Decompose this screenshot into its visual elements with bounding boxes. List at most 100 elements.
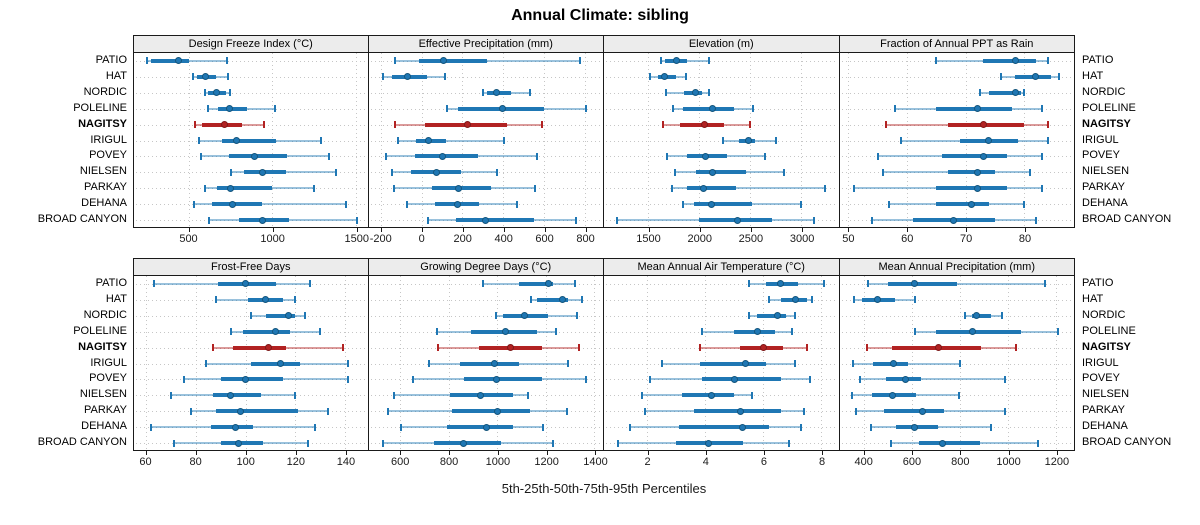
whisker-cap-high <box>314 423 317 431</box>
grid-vline <box>699 53 701 227</box>
median-dot <box>439 152 447 160</box>
median-dot <box>918 407 926 415</box>
iqr-bar <box>211 425 254 430</box>
site-label: PATIO <box>1082 276 1114 289</box>
whisker-cap-low <box>436 344 439 352</box>
axis-tick <box>960 451 962 455</box>
row-guide <box>370 283 601 285</box>
iqr-bar <box>936 186 1007 191</box>
whisker-cap-high <box>334 168 337 176</box>
whisker-cap-low <box>481 89 484 97</box>
panel: Design Freeze Index (°C) 500 1000 1500 <box>133 35 369 252</box>
whisker-cap-high <box>228 89 231 97</box>
median-dot <box>264 344 272 352</box>
whisker-cap-low <box>394 121 396 129</box>
whisker-cap-high <box>528 89 531 97</box>
median-dot <box>967 200 975 208</box>
whisker-cap-low <box>662 121 665 129</box>
axis-tick-label: 600 <box>535 233 554 245</box>
whisker-cap-high <box>263 121 266 129</box>
axis-tick <box>750 228 752 232</box>
site-label: IRIGUL <box>90 133 127 146</box>
site-label: PARKAY <box>1082 404 1125 417</box>
whisker-cap-high <box>794 312 797 320</box>
whisker-cap-low <box>876 152 879 160</box>
median-dot <box>739 423 747 431</box>
row-guide <box>370 76 601 78</box>
whisker-cap-high <box>503 137 506 144</box>
whisker-cap-low <box>858 375 861 383</box>
axis-tick-label: 600 <box>391 456 410 468</box>
site-label: IRIGUL <box>1082 133 1119 146</box>
grid-vline <box>1024 53 1026 227</box>
plot-area <box>133 53 369 228</box>
whisker-cap-high <box>516 200 519 208</box>
iqr-bar <box>217 186 273 191</box>
whisker-cap-low <box>212 344 215 352</box>
whisker-cap-high <box>1004 375 1007 383</box>
whisker-cap-high <box>328 152 331 160</box>
whisker-cap-high <box>1046 121 1049 129</box>
site-label: POVEY <box>1082 372 1120 385</box>
axis-tick <box>1008 451 1010 455</box>
median-dot <box>520 312 528 320</box>
median-dot <box>228 200 236 208</box>
site-label: DEHANA <box>1082 420 1128 433</box>
plot-area <box>604 53 840 228</box>
site-label: DEHANA <box>1082 197 1128 210</box>
row-guide <box>841 379 1072 381</box>
iqr-bar <box>947 170 995 175</box>
whisker-cap-high <box>802 407 805 415</box>
axis-tick-label: 60 <box>139 456 152 468</box>
axis-tick <box>911 451 913 455</box>
whisker-cap-high <box>1058 73 1061 81</box>
row-guide <box>841 299 1072 301</box>
axis-tick-label: 1000 <box>260 233 285 245</box>
median-dot <box>701 121 709 129</box>
iqr-bar <box>883 409 945 414</box>
site-labels-left: PATIO HAT NORDIC POLELINE NAGITSY IRIGUL POVEY… <box>0 52 127 227</box>
site-label: PARKAY <box>84 404 127 417</box>
whisker-cap-high <box>791 328 794 336</box>
median-dot <box>1011 57 1019 65</box>
median-dot <box>262 296 270 304</box>
median-dot <box>777 280 785 288</box>
panel-strip: Growing Degree Days (°C) <box>368 258 604 276</box>
whisker-cap-low <box>229 168 232 176</box>
median-dot <box>708 105 716 113</box>
iqr-bar <box>415 154 478 159</box>
median-dot <box>973 312 981 320</box>
whisker-cap-high <box>313 184 316 192</box>
axis-tick-label: 1500 <box>636 233 661 245</box>
axis-tick <box>863 451 865 455</box>
whisker-cap-high <box>554 328 557 336</box>
median-dot <box>258 168 266 176</box>
axis-tick-label: 100 <box>236 456 255 468</box>
whisker-cap-low <box>698 344 701 352</box>
iqr-bar <box>456 218 534 223</box>
median-dot <box>476 391 484 399</box>
whisker-cap-low <box>193 200 196 208</box>
whisker-cap-low <box>384 152 387 160</box>
whisker-cap-low <box>205 360 208 367</box>
whisker-cap-high <box>957 391 960 399</box>
grid-vline <box>1007 276 1009 450</box>
x-axis: 50 60 70 80 <box>840 228 1076 252</box>
whisker-cap-low <box>229 328 232 336</box>
row-guide <box>841 92 1072 94</box>
whisker-line <box>671 187 825 190</box>
whisker-cap-high <box>344 200 347 208</box>
whisker-cap-high <box>708 89 710 97</box>
median-dot <box>910 423 918 431</box>
whisker-cap-low <box>203 89 206 97</box>
grid-vline <box>848 53 850 227</box>
whisker-cap-low <box>935 57 938 65</box>
iqr-bar <box>250 361 301 366</box>
whisker-cap-high <box>799 423 802 431</box>
grid-vline <box>462 53 464 227</box>
grid-vline <box>911 276 913 450</box>
whisker-cap-high <box>575 216 578 224</box>
axis-tick-label: 80 <box>1018 233 1032 245</box>
whisker-cap-low <box>203 184 206 192</box>
iqr-bar <box>702 377 781 382</box>
